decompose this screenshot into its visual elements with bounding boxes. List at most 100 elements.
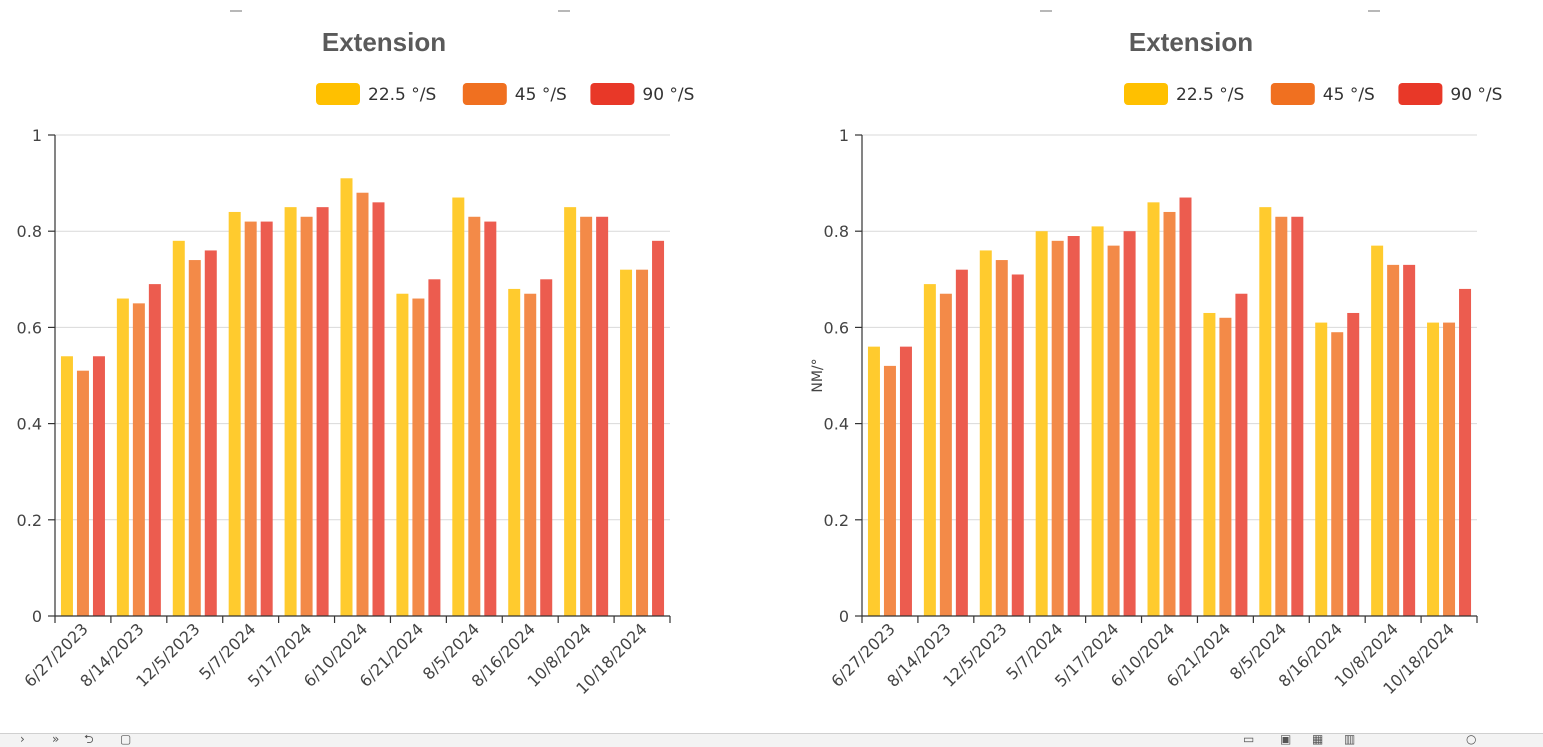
bar[interactable] xyxy=(955,269,968,616)
bar[interactable] xyxy=(484,221,497,616)
bar[interactable] xyxy=(540,279,553,616)
bar[interactable] xyxy=(883,365,896,616)
clipped-top-mark-left-1 xyxy=(230,0,242,12)
bar[interactable] xyxy=(508,288,521,616)
bar[interactable] xyxy=(524,293,537,616)
y-axis-label: NM/° xyxy=(810,358,826,392)
bar[interactable] xyxy=(92,356,105,616)
legend-item-0[interactable]: 22.5 °/S xyxy=(1124,83,1244,105)
zoom-icon[interactable]: ○ xyxy=(1466,732,1477,746)
bar[interactable] xyxy=(1371,245,1384,616)
bar[interactable] xyxy=(132,303,145,616)
bar[interactable] xyxy=(899,346,912,616)
y-tick-label: 1 xyxy=(839,126,849,145)
bar[interactable] xyxy=(1179,197,1192,616)
bar[interactable] xyxy=(1091,226,1104,616)
bar[interactable] xyxy=(1443,322,1456,616)
bar[interactable] xyxy=(1315,322,1328,616)
bar[interactable] xyxy=(1163,211,1176,616)
bar[interactable] xyxy=(1347,312,1360,616)
bar[interactable] xyxy=(340,178,353,617)
bar[interactable] xyxy=(1107,245,1120,616)
y-tick-label: 0 xyxy=(32,607,42,626)
legend-item-2[interactable]: 90 °/S xyxy=(1398,83,1502,105)
legend-label: 45 °/S xyxy=(515,85,567,105)
extension-chart-right: Extension 22.5 °/S 45 °/S 90 °/S NM/° 0 0.2… xyxy=(810,27,1502,698)
bar[interactable] xyxy=(1051,240,1064,616)
bar[interactable] xyxy=(1011,274,1024,616)
bar[interactable] xyxy=(1403,264,1416,616)
bar[interactable] xyxy=(300,216,313,616)
legend-item-1[interactable]: 45 °/S xyxy=(462,83,567,105)
bar[interactable] xyxy=(564,207,577,616)
bar[interactable] xyxy=(260,221,273,616)
nav-back-icon[interactable]: › xyxy=(20,732,25,746)
bar[interactable] xyxy=(284,207,297,616)
bar[interactable] xyxy=(76,370,89,616)
bar[interactable] xyxy=(580,216,593,616)
bar[interactable] xyxy=(867,346,880,616)
bar[interactable] xyxy=(1275,216,1288,616)
bar[interactable] xyxy=(1259,207,1272,616)
bar[interactable] xyxy=(1427,322,1440,616)
bar[interactable] xyxy=(939,293,952,616)
nav-return-icon[interactable]: ⮌ xyxy=(84,732,94,746)
bar[interactable] xyxy=(979,250,992,616)
view-normal-icon[interactable]: ▭ xyxy=(1243,732,1255,746)
extension-chart-left: Extension 22.5 °/S 45 °/S 90 °/S 0 0.2 0.4 0.… xyxy=(17,27,695,698)
bar[interactable] xyxy=(188,260,201,616)
bar[interactable] xyxy=(372,202,385,616)
bar[interactable] xyxy=(468,216,481,616)
bar[interactable] xyxy=(428,279,441,616)
bar[interactable] xyxy=(396,293,409,616)
clipped-top-mark-right-1 xyxy=(1040,0,1052,12)
legend-label: 22.5 °/S xyxy=(1176,85,1244,105)
bar[interactable] xyxy=(452,197,465,616)
bar[interactable] xyxy=(1203,312,1216,616)
bar[interactable] xyxy=(923,284,936,616)
legend-swatch xyxy=(462,83,507,105)
bar[interactable] xyxy=(1235,293,1248,616)
bar[interactable] xyxy=(60,356,73,616)
view-page-icon[interactable]: ▣ xyxy=(1280,732,1292,746)
bar[interactable] xyxy=(1035,231,1048,616)
legend[interactable]: 22.5 °/S 45 °/S 90 °/S xyxy=(316,83,694,105)
bar[interactable] xyxy=(356,192,369,616)
bar[interactable] xyxy=(1147,202,1160,616)
bar[interactable] xyxy=(412,298,425,616)
bar[interactable] xyxy=(636,269,649,616)
bar[interactable] xyxy=(596,216,609,616)
y-tick-label: 0.2 xyxy=(824,511,849,530)
bar[interactable] xyxy=(244,221,257,616)
bar[interactable] xyxy=(172,240,185,616)
bar[interactable] xyxy=(1123,231,1136,616)
bar[interactable] xyxy=(1291,216,1304,616)
legend[interactable]: 22.5 °/S 45 °/S 90 °/S xyxy=(1124,83,1502,105)
bar[interactable] xyxy=(148,284,161,616)
clipped-top-mark-left-2 xyxy=(558,0,570,12)
bar[interactable] xyxy=(1387,264,1400,616)
bar[interactable] xyxy=(652,240,665,616)
view-grid-icon[interactable]: ▦ xyxy=(1312,732,1324,746)
bar[interactable] xyxy=(116,298,129,616)
nav-forward-icon[interactable]: » xyxy=(52,732,60,746)
bar[interactable] xyxy=(316,207,329,616)
bar[interactable] xyxy=(1331,332,1344,616)
nav-box-icon[interactable]: ▢ xyxy=(120,732,132,746)
legend-item-0[interactable]: 22.5 °/S xyxy=(316,83,436,105)
bar[interactable] xyxy=(1459,288,1472,616)
bar[interactable] xyxy=(1067,236,1080,616)
bar[interactable] xyxy=(228,211,241,616)
y-tick-label: 0.8 xyxy=(17,222,42,241)
y-tick-label: 0.4 xyxy=(17,415,42,434)
legend-item-2[interactable]: 90 °/S xyxy=(590,83,694,105)
legend-item-1[interactable]: 45 °/S xyxy=(1270,83,1375,105)
bar[interactable] xyxy=(620,269,633,616)
bar[interactable] xyxy=(995,260,1008,616)
bar[interactable] xyxy=(1219,317,1232,616)
bar[interactable] xyxy=(204,250,217,616)
y-axis-title: NM/° xyxy=(810,358,826,392)
view-reading-icon[interactable]: ▥ xyxy=(1344,732,1356,746)
legend-swatch xyxy=(1398,83,1443,105)
